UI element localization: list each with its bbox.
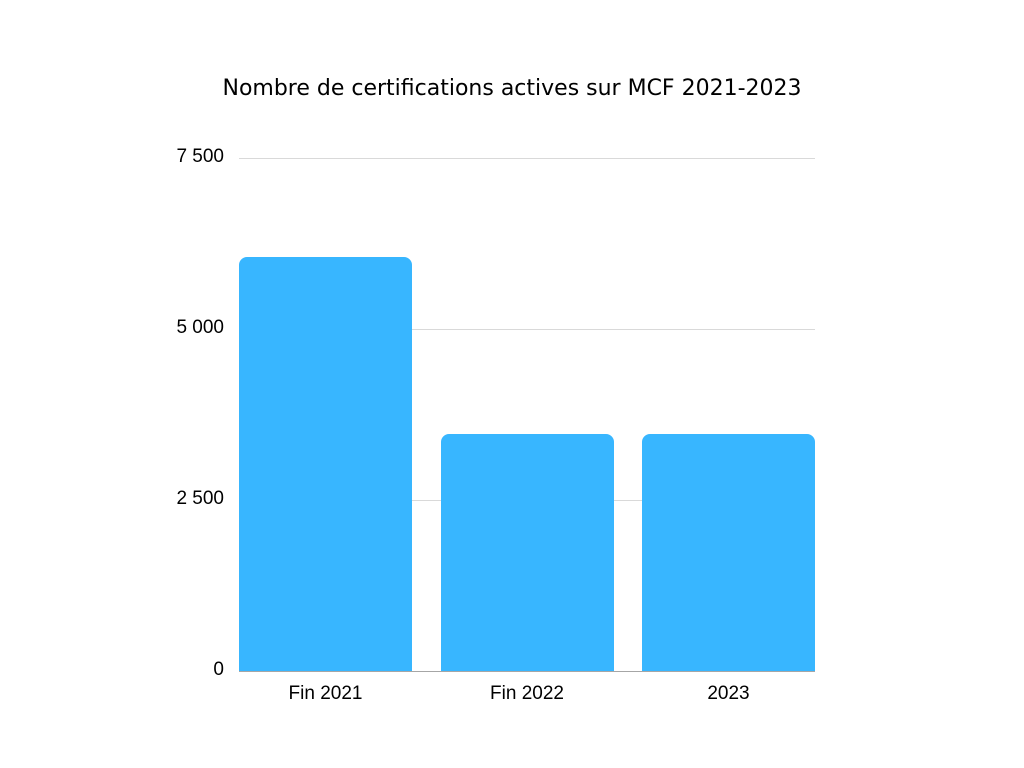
bar-fin-2021 bbox=[239, 257, 412, 671]
bar-2023 bbox=[642, 433, 815, 671]
gridline bbox=[239, 158, 815, 159]
gridline bbox=[239, 329, 815, 330]
y-tick-label: 0 bbox=[213, 659, 224, 680]
x-axis-baseline bbox=[239, 671, 815, 672]
y-tick-label: 7 500 bbox=[176, 146, 224, 167]
chart-title: Nombre de certifications actives sur MCF… bbox=[0, 76, 1024, 101]
bar-fin-2022 bbox=[440, 434, 614, 671]
chart-title-text: Nombre de certifications actives sur MCF… bbox=[222, 76, 802, 101]
y-tick-label: 5 000 bbox=[176, 317, 224, 338]
plot-area bbox=[239, 158, 815, 672]
x-tick-label: Fin 2021 bbox=[288, 683, 363, 704]
x-tick-label: 2023 bbox=[707, 683, 750, 704]
y-tick-label: 2 500 bbox=[176, 488, 224, 509]
x-tick-label: Fin 2022 bbox=[490, 683, 564, 704]
